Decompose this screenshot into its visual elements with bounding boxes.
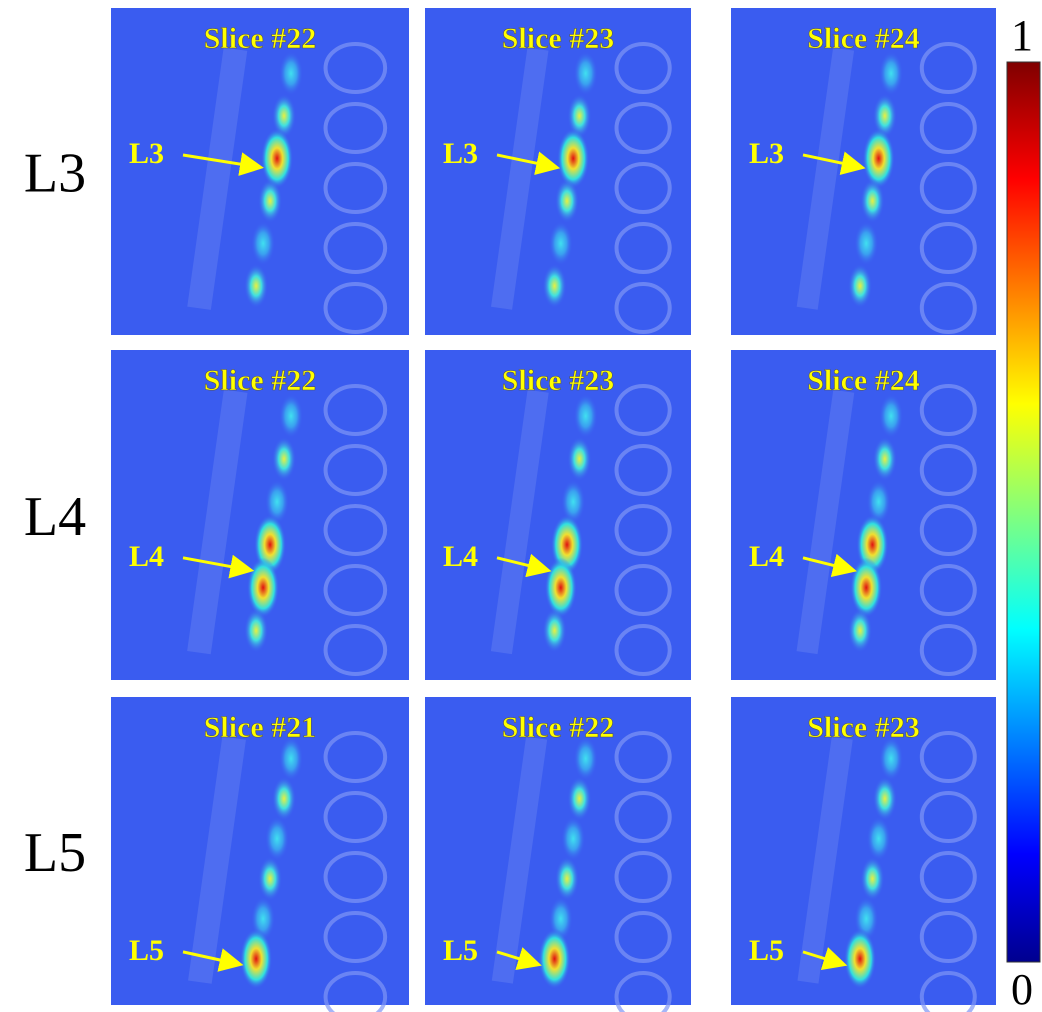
slice-title: Slice #24	[807, 22, 920, 55]
slice-title: Slice #23	[502, 22, 615, 55]
activation	[244, 264, 268, 308]
activation	[240, 929, 272, 989]
activation	[279, 51, 303, 95]
arrow-label: L3	[443, 137, 478, 170]
slice-title: Slice #21	[204, 711, 317, 744]
arrow-label: L5	[129, 934, 164, 967]
activation	[867, 817, 891, 861]
activation	[539, 929, 571, 989]
activation	[574, 51, 598, 95]
activation	[879, 51, 903, 95]
activation	[561, 817, 585, 861]
arrow-label: L3	[749, 137, 784, 170]
slice-title: Slice #23	[807, 711, 920, 744]
activation	[258, 179, 282, 223]
row-label: L5	[24, 822, 86, 884]
activation	[265, 817, 289, 861]
colorbar-min: 0	[1011, 965, 1033, 1012]
slice-title: Slice #22	[204, 22, 317, 55]
activation	[860, 857, 884, 901]
activation	[272, 777, 296, 821]
activation	[879, 394, 903, 438]
activation	[251, 221, 275, 265]
activation	[549, 221, 573, 265]
slice-title: Slice #23	[502, 364, 615, 397]
activation	[557, 128, 589, 188]
arrow-label: L4	[749, 540, 784, 573]
row-label: L4	[24, 486, 86, 548]
activation	[244, 609, 268, 653]
activation	[860, 179, 884, 223]
activation	[850, 558, 882, 618]
arrow-label: L5	[443, 934, 478, 967]
slice-title: Slice #24	[807, 364, 920, 397]
activation	[555, 179, 579, 223]
activation	[574, 394, 598, 438]
activation	[247, 558, 279, 618]
activation	[543, 609, 567, 653]
activation	[279, 394, 303, 438]
activation	[567, 777, 591, 821]
figure: 1 0 L3 Slice #22 L3 Slice #23 L3 Slice #24 L3 L…	[0, 0, 1042, 1012]
activation	[854, 221, 878, 265]
activation	[272, 437, 296, 481]
activation	[844, 929, 876, 989]
arrow-label: L4	[129, 540, 164, 573]
arrow-label: L3	[129, 137, 164, 170]
activation	[543, 264, 567, 308]
slice-title: Slice #22	[204, 364, 317, 397]
slice-title: Slice #22	[502, 711, 615, 744]
activation	[848, 609, 872, 653]
activation	[567, 437, 591, 481]
activation	[863, 128, 895, 188]
arrow-label: L4	[443, 540, 478, 573]
row-label: L3	[24, 143, 86, 205]
colorbar-max: 1	[1011, 11, 1033, 60]
activation	[873, 777, 897, 821]
colorbar	[1007, 62, 1040, 962]
activation	[873, 437, 897, 481]
activation	[545, 558, 577, 618]
activation	[261, 128, 293, 188]
activation	[848, 264, 872, 308]
activation	[258, 857, 282, 901]
arrow-label: L5	[749, 934, 784, 967]
activation	[555, 857, 579, 901]
